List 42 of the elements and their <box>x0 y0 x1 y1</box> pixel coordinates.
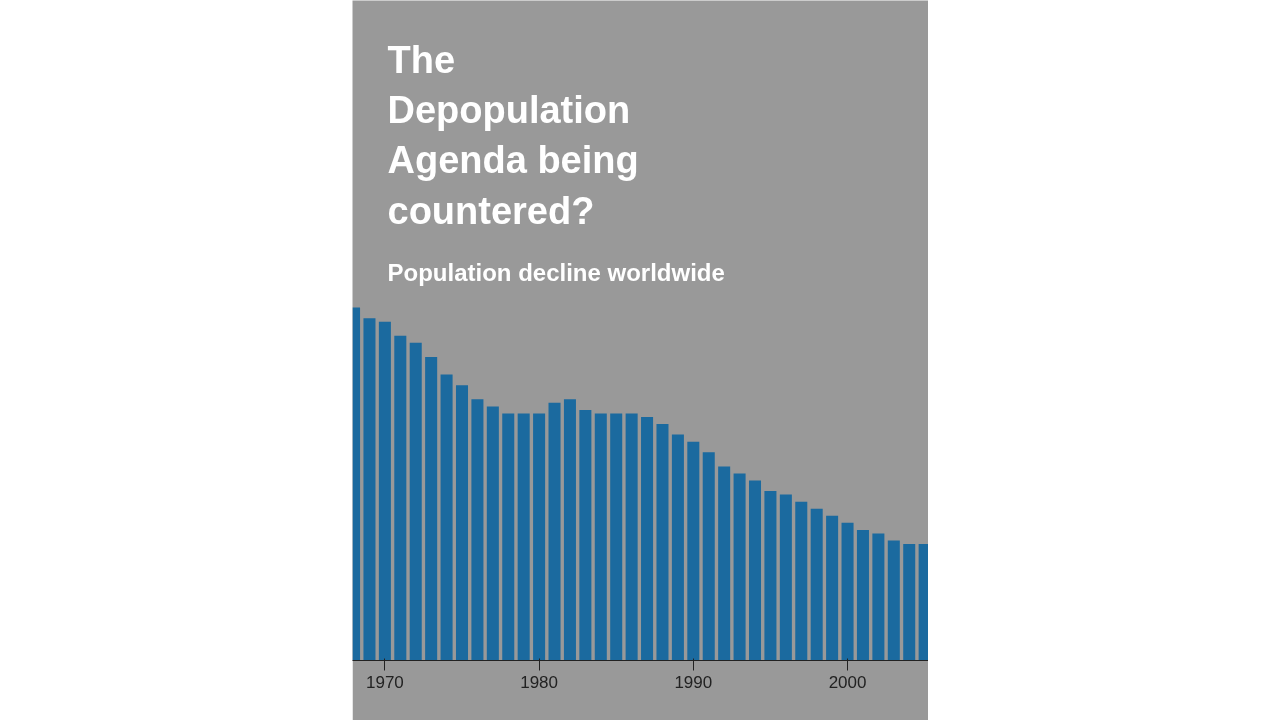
bar <box>810 508 823 661</box>
bar <box>563 399 576 661</box>
bar <box>548 402 561 661</box>
x-tick-label: 2000 <box>828 672 867 692</box>
x-tick-label: 1990 <box>674 672 713 692</box>
bar <box>517 413 530 661</box>
bar <box>671 434 684 661</box>
bar <box>733 473 746 661</box>
bar <box>764 491 777 661</box>
x-tick-label: 1970 <box>365 672 404 692</box>
bar <box>656 424 669 661</box>
bar <box>748 480 762 661</box>
bar <box>363 318 376 661</box>
bar <box>394 335 407 661</box>
bar <box>702 452 715 661</box>
bar <box>856 529 869 661</box>
bar <box>687 441 700 661</box>
chart-title: The Depopulation Agenda being countered? <box>387 38 639 232</box>
bar <box>887 540 900 661</box>
bar <box>779 494 792 661</box>
chart-subtitle: Population decline worldwide <box>387 258 725 286</box>
bar <box>409 342 422 661</box>
bar <box>579 409 592 661</box>
bar <box>610 413 623 661</box>
bar <box>425 356 438 661</box>
bar <box>903 544 916 661</box>
bar <box>718 466 731 661</box>
bar <box>795 501 808 661</box>
bar <box>455 385 469 661</box>
bar <box>826 515 839 661</box>
bar <box>502 413 515 661</box>
bar <box>625 413 638 661</box>
bar <box>594 413 607 661</box>
bar <box>440 374 453 661</box>
bar <box>533 413 546 661</box>
bar <box>872 533 885 661</box>
bar <box>841 522 854 661</box>
bar <box>471 399 484 661</box>
bar <box>486 406 499 661</box>
bar <box>378 321 391 661</box>
x-tick-label: 1980 <box>520 672 559 692</box>
bar <box>641 416 654 661</box>
